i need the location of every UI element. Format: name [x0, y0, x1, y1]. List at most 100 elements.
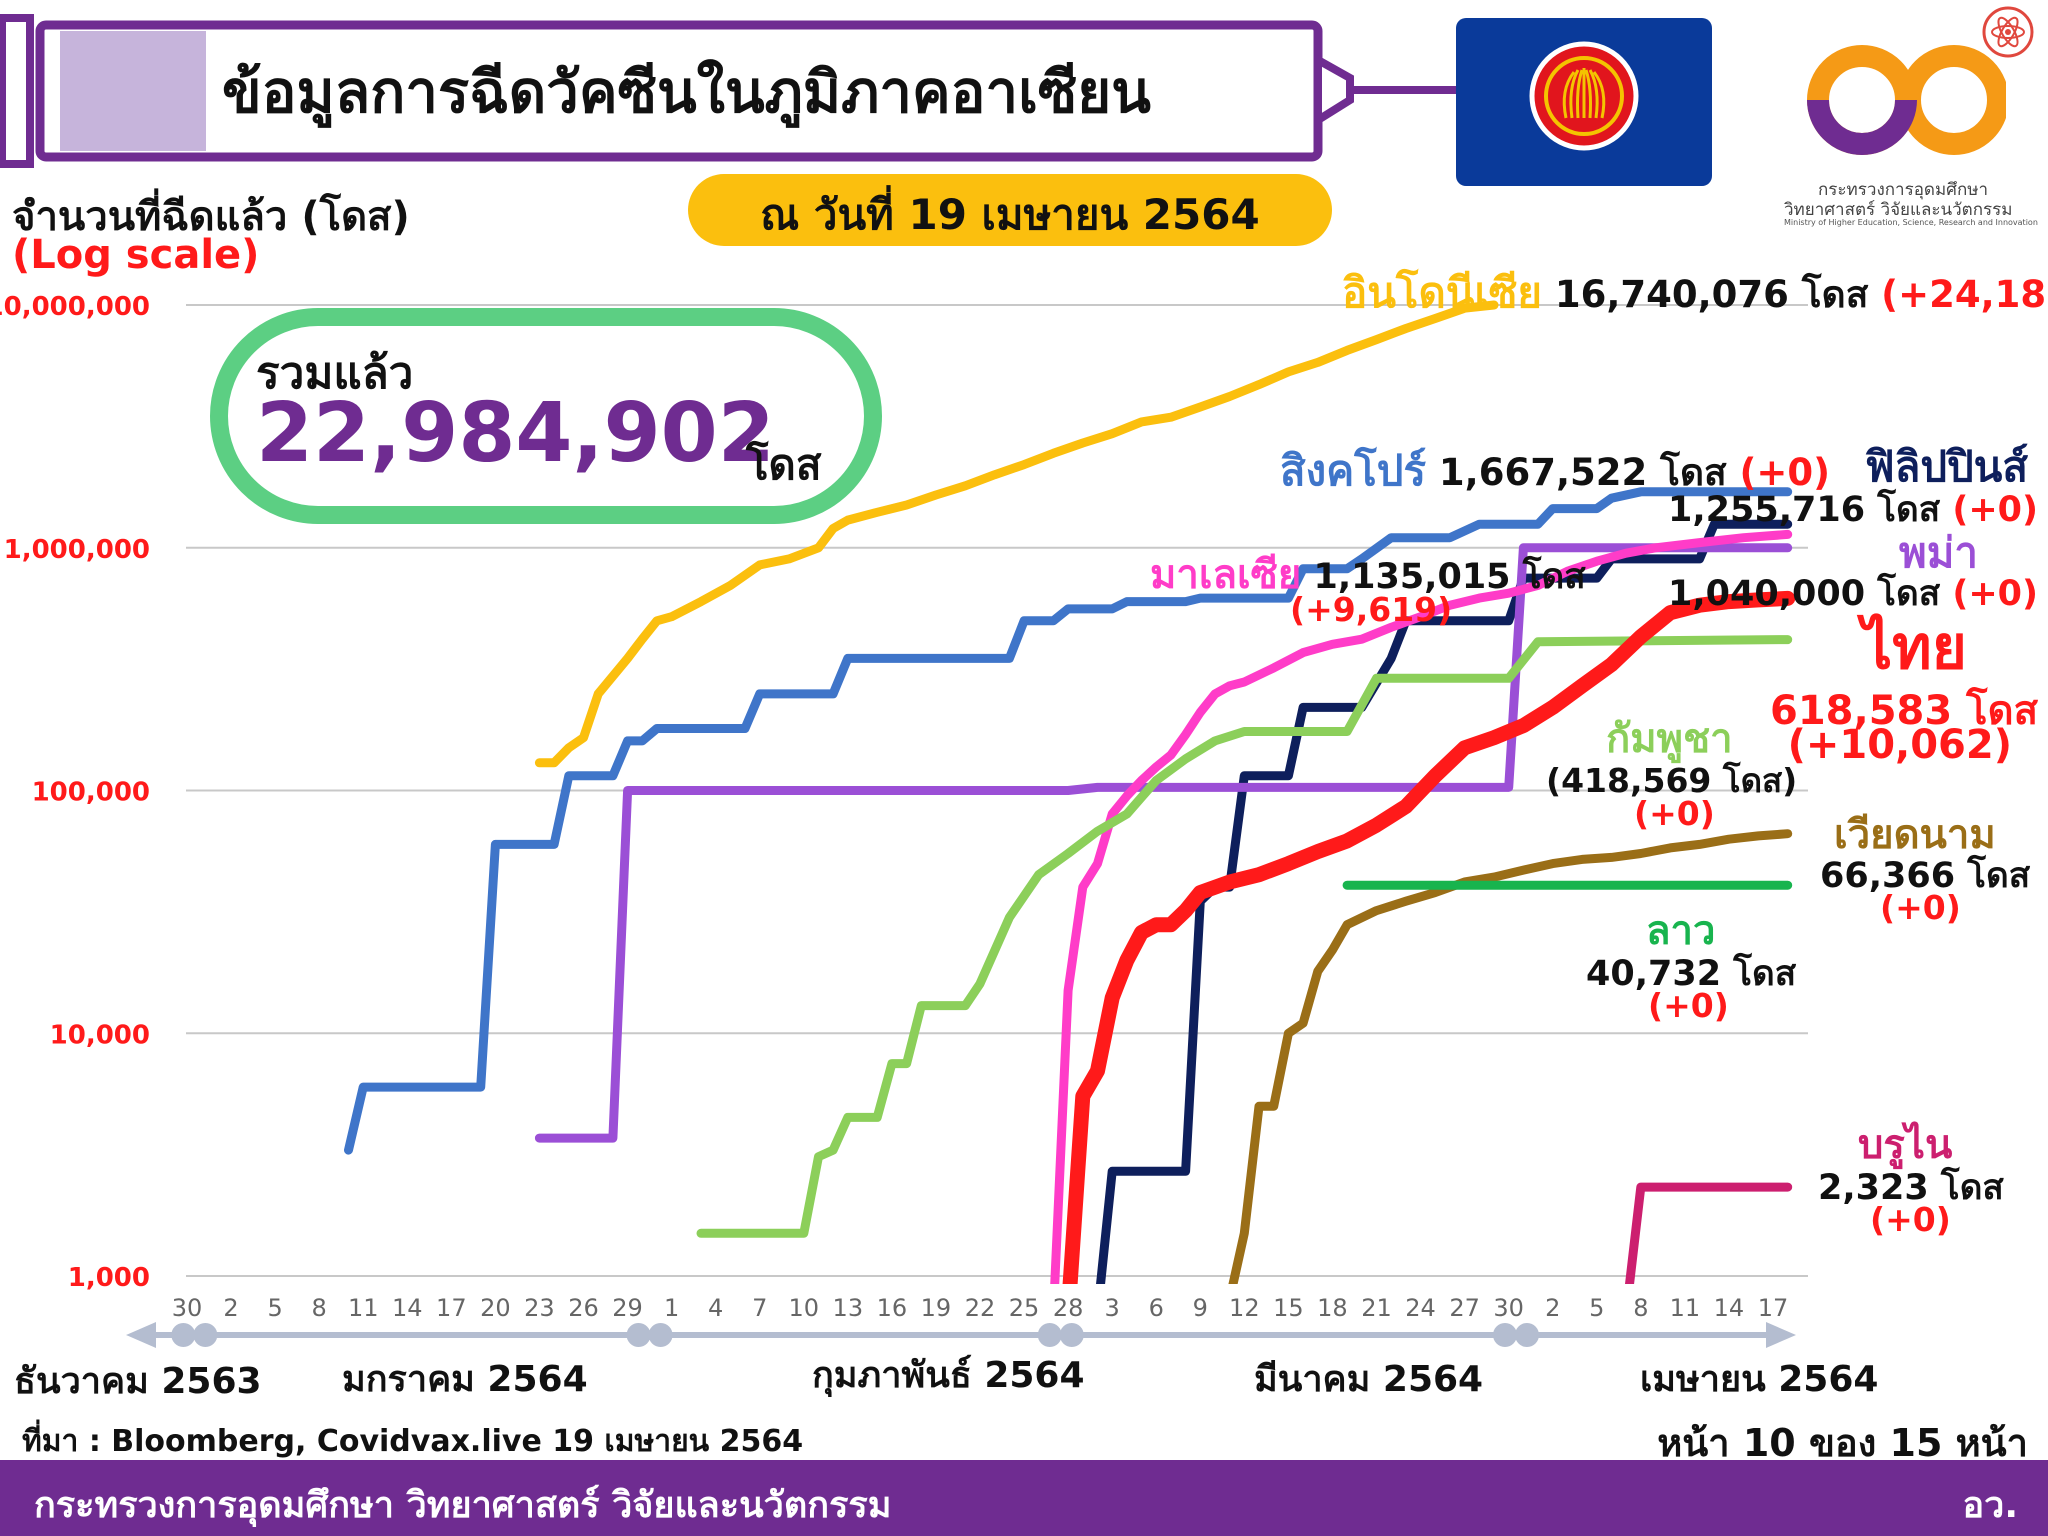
- series-line: [696, 635, 1793, 1238]
- total-summary-box: [210, 308, 882, 524]
- month-divider-dot: [1059, 1323, 1084, 1347]
- x-tick-label: 5: [1589, 1294, 1604, 1322]
- x-tick-label: 20: [480, 1294, 511, 1322]
- ministry-logo-icon: [1807, 45, 2006, 155]
- x-tick-label: 23: [524, 1294, 555, 1322]
- total-value: 22,984,902: [256, 386, 775, 481]
- x-tick-label: 29: [612, 1294, 643, 1322]
- x-tick-label: 18: [1317, 1294, 1348, 1322]
- series-line: [534, 300, 1499, 768]
- x-tick-label: 16: [877, 1294, 908, 1322]
- x-tick-label: 30: [172, 1294, 203, 1322]
- y-tick-label: 100,000: [32, 778, 150, 808]
- annot-singapore-change: (+0): [1739, 451, 1831, 494]
- annot-singapore-value: 1,667,522 โดส: [1438, 451, 1727, 494]
- y-tick-label: 1,000: [68, 1263, 150, 1293]
- syringe-banner: [0, 14, 1470, 168]
- annot-philippines-name: ฟิลิปปินส์: [1864, 442, 2028, 491]
- annot-malaysia-name: มาเลเซีย: [1150, 552, 1302, 598]
- annot-myanmar-value: 1,040,000 โดส (+0): [1668, 566, 2038, 621]
- x-tick-label: 26: [568, 1294, 599, 1322]
- annot-singapore-name: สิงคโปร์: [1280, 446, 1427, 495]
- vaccination-line-chart: 1,000 10,000 100,000 1,000,000 10,000,000 30…: [0, 292, 1808, 1348]
- x-tick-label: 28: [1053, 1294, 1084, 1322]
- x-tick-label: 17: [1758, 1294, 1789, 1322]
- month-divider-dot: [193, 1323, 218, 1347]
- x-tick-label: 11: [1670, 1294, 1701, 1322]
- x-tick-label: 22: [965, 1294, 996, 1322]
- annot-malaysia-value: 1,135,015 โดส: [1313, 557, 1586, 597]
- x-tick-label: 6: [1149, 1294, 1164, 1322]
- annot-philippines-number: 1,255,716 โดส: [1668, 490, 1941, 530]
- log-scale-note: (Log scale): [12, 232, 260, 278]
- x-tick-label: 13: [833, 1294, 864, 1322]
- annot-vietnam-name: เวียดนาม: [1834, 812, 1996, 858]
- source-note: ที่มา : Bloomberg, Covidvax.live 19 เมษา…: [22, 1424, 804, 1459]
- annot-thailand-name: ไทย: [1862, 613, 1967, 683]
- annot-singapore: สิงคโปร์ 1,667,522 โดส (+0): [1280, 438, 1830, 504]
- month-label-dec: ธันวาคม 2563: [14, 1361, 262, 1402]
- annot-brunei-change: (+0): [1870, 1200, 1951, 1239]
- x-tick-label: 10: [789, 1294, 820, 1322]
- annot-vietnam-change: (+0): [1880, 888, 1961, 927]
- annot-brunei-name: บรูไน: [1858, 1122, 1953, 1168]
- asean-flag-icon: [1456, 18, 1712, 186]
- annot-myanmar-number: 1,040,000 โดส: [1668, 574, 1941, 614]
- annot-indonesia-value: 16,740,076 โดส: [1554, 273, 1869, 316]
- x-tick-label: 19: [921, 1294, 952, 1322]
- x-tick-label: 27: [1449, 1294, 1480, 1322]
- x-tick-label: 15: [1273, 1294, 1304, 1322]
- annot-malaysia-change: (+9,619): [1290, 590, 1453, 629]
- annot-vietnam-value: 66,366 โดส: [1820, 856, 2031, 896]
- annot-indonesia-change: (+24,185): [1881, 273, 2048, 316]
- x-tick-label: 5: [267, 1294, 282, 1322]
- annot-cambodia-name: กัมพูชา: [1606, 716, 1733, 762]
- x-tick-label: 24: [1405, 1294, 1436, 1322]
- x-axis-arrow-left: [126, 1322, 156, 1348]
- x-tick-label: 17: [436, 1294, 467, 1322]
- date-label: ณ วันที่ 19 เมษายน 2564: [760, 190, 1260, 239]
- footer-ministry: กระทรวงการอุดมศึกษา วิทยาศาสตร์ วิจัยและ…: [34, 1485, 892, 1526]
- annot-myanmar-name: พม่า: [1899, 528, 1978, 577]
- x-tick-label: 11: [348, 1294, 379, 1322]
- x-tick-label: 14: [1714, 1294, 1745, 1322]
- annot-myanmar-change: (+0): [1952, 574, 2038, 614]
- x-tick-label: 30: [1493, 1294, 1524, 1322]
- annot-indonesia: อินโดนีเซีย 16,740,076 โดส (+24,185): [1342, 260, 2048, 326]
- annot-cambodia-value: (418,569 โดส): [1546, 761, 1798, 800]
- x-tick-label: 7: [752, 1294, 767, 1322]
- x-tick-label: 25: [1009, 1294, 1040, 1322]
- annot-laos-value: 40,732 โดส: [1586, 954, 1797, 994]
- x-tick-label: 4: [708, 1294, 723, 1322]
- x-tick-label: 21: [1361, 1294, 1392, 1322]
- annot-thailand-change: (+10,062): [1787, 722, 2012, 768]
- series-line: [1062, 590, 1796, 1284]
- x-tick-label: 8: [312, 1294, 327, 1322]
- month-divider-dot: [1493, 1323, 1518, 1347]
- ministry-name-en: Ministry of Higher Education, Science, R…: [1784, 218, 2038, 227]
- annot-philippines-change: (+0): [1952, 490, 2038, 530]
- y-tick-label: 1,000,000: [4, 535, 150, 565]
- y-tick-label: 10,000,000: [0, 292, 150, 322]
- y-axis-title: จำนวนที่ฉีดแล้ว (โดส): [12, 194, 410, 240]
- x-tick-label: 14: [392, 1294, 423, 1322]
- footer-bar: [0, 1460, 2048, 1536]
- annot-laos-name: ลาว: [1646, 908, 1716, 954]
- total-unit: โดส: [746, 440, 822, 489]
- ministry-name-line1: กระทรวงการอุดมศึกษา: [1818, 180, 1988, 200]
- x-axis-arrow-right: [1766, 1322, 1796, 1348]
- date-badge: [688, 174, 1332, 246]
- syringe-tip: [1314, 53, 1354, 128]
- y-tick-label: 10,000: [50, 1020, 150, 1050]
- x-tick-label: 3: [1105, 1294, 1120, 1322]
- month-label-jan: มกราคม 2564: [342, 1359, 588, 1400]
- month-divider-dot: [1037, 1323, 1062, 1347]
- annot-laos-change: (+0): [1648, 986, 1729, 1025]
- page-title: ข้อมูลการฉีดวัคซีนในภูมิภาคอาเซียน: [222, 58, 1151, 126]
- series-line: [1050, 529, 1793, 1284]
- page-indicator: หน้า 10 ของ 15 หน้า: [1657, 1421, 2028, 1465]
- series-line: [1625, 1182, 1793, 1284]
- annot-malaysia: มาเลเซีย 1,135,015 โดส: [1150, 542, 1586, 606]
- series-line: [1096, 519, 1793, 1284]
- annot-cambodia-change: (+0): [1634, 794, 1715, 833]
